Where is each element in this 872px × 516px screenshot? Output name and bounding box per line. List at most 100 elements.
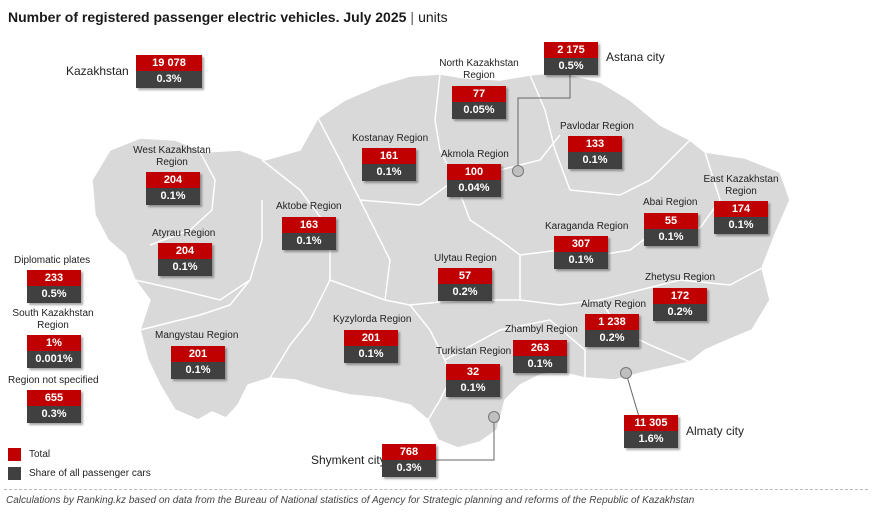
almaty-city-total: 11 305: [624, 415, 678, 431]
title-unit: units: [418, 9, 448, 25]
south-kaz-label: South Kazakhstan Region: [10, 308, 96, 332]
zhetysu-label: Zhetysu Region: [645, 272, 716, 283]
turkistan-total: 32: [446, 364, 500, 380]
east-kaz-share: 0.1%: [714, 217, 768, 234]
shymkent-box: 768 0.3%: [382, 444, 436, 477]
ulytau-total: 57: [438, 268, 492, 284]
zhetysu-box: 172 0.2%: [653, 288, 707, 321]
south-kaz-share: 0.001%: [27, 351, 81, 368]
aktobe-share: 0.1%: [282, 233, 336, 250]
almaty-region-label: Almaty Region: [581, 299, 647, 310]
almaty-city-box: 11 305 1.6%: [624, 415, 678, 448]
kazakhstan-label: Kazakhstan: [66, 64, 129, 78]
south-kaz-label-line2: Region: [37, 320, 69, 331]
astana-marker: [512, 165, 524, 177]
east-kaz-total: 174: [714, 201, 768, 217]
ulytau-box: 57 0.2%: [438, 268, 492, 301]
legend-total-swatch: [8, 448, 21, 461]
north-kaz-total: 77: [452, 86, 506, 102]
karaganda-label: Karaganda Region: [545, 221, 629, 232]
akmola-total: 100: [447, 164, 501, 180]
kyzylorda-total: 201: [344, 330, 398, 346]
footer-divider: [4, 489, 868, 490]
zhetysu-share: 0.2%: [653, 304, 707, 321]
shymkent-share: 0.3%: [382, 460, 436, 477]
kostanay-box: 161 0.1%: [362, 148, 416, 181]
ulytau-share: 0.2%: [438, 284, 492, 301]
pavlodar-share: 0.1%: [568, 152, 622, 169]
astana-label: Astana city: [606, 50, 665, 64]
legend-share-swatch: [8, 467, 21, 480]
west-kaz-share: 0.1%: [146, 188, 200, 205]
turkistan-box: 32 0.1%: [446, 364, 500, 397]
west-kaz-label: West Kazakhstan Region: [130, 145, 214, 169]
diplomatic-share: 0.5%: [27, 286, 81, 303]
legend-share: Share of all passenger cars: [8, 467, 151, 480]
west-kaz-box: 204 0.1%: [146, 172, 200, 205]
zhambyl-total: 263: [513, 340, 567, 356]
turkistan-share: 0.1%: [446, 380, 500, 397]
south-kaz-label-line1: South Kazakhstan: [12, 308, 94, 319]
kostanay-label: Kostanay Region: [352, 133, 429, 144]
legend-total-text: Total: [29, 449, 51, 461]
east-kaz-label-line2: Region: [725, 186, 757, 197]
akmola-label: Akmola Region: [441, 149, 509, 160]
north-kaz-box: 77 0.05%: [452, 86, 506, 119]
mangystau-share: 0.1%: [171, 362, 225, 379]
zhambyl-label: Zhambyl Region: [505, 324, 578, 335]
atyrau-label: Atyrau Region: [152, 228, 216, 239]
karaganda-share: 0.1%: [554, 252, 608, 269]
karaganda-total: 307: [554, 236, 608, 252]
almaty-region-box: 1 238 0.2%: [585, 314, 639, 347]
shymkent-marker: [488, 411, 500, 423]
diplomatic-box: 233 0.5%: [27, 270, 81, 303]
mangystau-total: 201: [171, 346, 225, 362]
chart-title: Number of registered passenger electric …: [8, 9, 448, 25]
almaty-region-share: 0.2%: [585, 330, 639, 347]
east-kaz-box: 174 0.1%: [714, 201, 768, 234]
not-specified-box: 655 0.3%: [27, 390, 81, 423]
east-kaz-label-line1: East Kazakhstan: [703, 174, 779, 185]
atyrau-total: 204: [158, 243, 212, 259]
title-separator: |: [410, 9, 415, 25]
source-footer: Calculations by Ranking.kz based on data…: [6, 495, 695, 506]
city-markers: [488, 165, 632, 423]
akmola-share: 0.04%: [447, 180, 501, 197]
aktobe-total: 163: [282, 217, 336, 233]
almaty-city-marker: [620, 367, 632, 379]
abai-label: Abai Region: [643, 197, 698, 208]
turkistan-label: Turkistan Region: [436, 346, 512, 357]
north-kaz-label-line1: North Kazakhstan: [439, 58, 519, 69]
almaty-city-share: 1.6%: [624, 431, 678, 448]
atyrau-share: 0.1%: [158, 259, 212, 276]
akmola-box: 100 0.04%: [447, 164, 501, 197]
aktobe-box: 163 0.1%: [282, 217, 336, 250]
almaty-city-label: Almaty city: [686, 424, 745, 438]
west-kaz-total: 204: [146, 172, 200, 188]
east-kaz-label: East Kazakhstan Region: [700, 174, 782, 198]
abai-box: 55 0.1%: [644, 213, 698, 246]
almaty-region-total: 1 238: [585, 314, 639, 330]
mangystau-label: Mangystau Region: [155, 330, 239, 341]
kostanay-share: 0.1%: [362, 164, 416, 181]
leader-lines: [436, 72, 641, 461]
south-kaz-total: 1%: [27, 335, 81, 351]
kyzylorda-label: Kyzylorda Region: [333, 314, 412, 325]
diplomatic-total: 233: [27, 270, 81, 286]
pavlodar-box: 133 0.1%: [568, 136, 622, 169]
legend-share-text: Share of all passenger cars: [29, 468, 151, 480]
title-main: Number of registered passenger electric …: [8, 9, 407, 25]
astana-total: 2 175: [544, 42, 598, 58]
ulytau-label: Ulytau Region: [434, 253, 497, 264]
pavlodar-label: Pavlodar Region: [560, 121, 634, 132]
aktobe-label: Aktobe Region: [276, 201, 342, 212]
west-kaz-label-line1: West Kazakhstan: [133, 145, 211, 156]
shymkent-total: 768: [382, 444, 436, 460]
south-kaz-box: 1% 0.001%: [27, 335, 81, 368]
zhetysu-total: 172: [653, 288, 707, 304]
kazakhstan-total: 19 078: [136, 55, 202, 71]
abai-share: 0.1%: [644, 229, 698, 246]
kazakhstan-box: 19 078 0.3%: [136, 55, 202, 88]
legend-total: Total: [8, 448, 50, 461]
kostanay-total: 161: [362, 148, 416, 164]
